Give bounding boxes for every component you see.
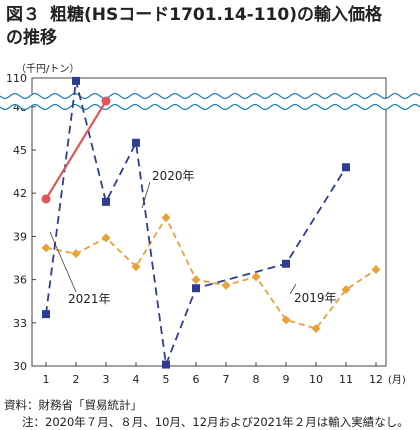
- series-2019-point: [311, 324, 321, 334]
- series-2021-label: 2021年: [68, 292, 111, 306]
- series-2019-line: [45, 215, 377, 330]
- y-tick-label: 33: [13, 317, 27, 330]
- x-tick-label: 6: [193, 373, 200, 386]
- series-2019-point: [161, 213, 171, 223]
- x-tick-label: 8: [253, 373, 260, 386]
- y-tick-label: 42: [13, 187, 27, 200]
- series-2019-point: [41, 243, 51, 253]
- series-2019-point: [281, 315, 291, 325]
- x-tick-label: 11: [339, 373, 353, 386]
- series-2019-point: [131, 262, 141, 272]
- x-tick-label: 5: [163, 373, 170, 386]
- series-2019-point: [251, 272, 261, 282]
- series-2019-point: [221, 280, 231, 290]
- series-2020-point: [132, 138, 140, 147]
- x-tick-label: 7: [223, 373, 230, 386]
- series-2019-point: [71, 249, 81, 259]
- y-tick-label: 36: [13, 274, 27, 287]
- x-tick-label: 2: [73, 373, 80, 386]
- chart-title: 図３ 粗糖(HSコード1701.14-110)の輸入価格 の推移: [6, 4, 414, 50]
- label-2020-leader: [141, 181, 151, 209]
- series-2019-label: 2019年: [294, 291, 337, 305]
- label-2021-leader: [49, 231, 77, 293]
- y-tick-label: 30: [13, 360, 27, 373]
- title-line1: 粗糖(HSコード1701.14-110)の輸入価格: [50, 5, 382, 25]
- x-tick-label: 12: [369, 373, 383, 386]
- axis-break-band: [0, 93, 420, 110]
- series-2021-line: [45, 100, 107, 200]
- series-2020-point: [72, 76, 80, 85]
- axis-break-line-top: [0, 93, 420, 99]
- series-2019-point: [191, 275, 201, 285]
- x-axis-unit: (月): [388, 374, 406, 386]
- series-2020-point: [192, 284, 200, 293]
- series-2020-point: [282, 259, 290, 268]
- source-note: 資料：財務省「貿易統計」: [4, 398, 142, 412]
- series-2020-point: [42, 310, 50, 319]
- x-tick-label: 9: [283, 373, 290, 386]
- series-2020-point: [162, 360, 170, 369]
- x-tick-label: 4: [133, 373, 140, 386]
- footnote: 注：2020年７月、８月、10月、12月および2021年２月は輸入実績なし。: [22, 415, 409, 429]
- series-2021-point: [101, 96, 111, 106]
- y-tick-label: 39: [13, 230, 27, 243]
- series-2021-point: [41, 194, 51, 204]
- series-2019-point: [101, 233, 111, 243]
- series-2020-point: [102, 197, 110, 206]
- y-axis-unit: （千円/トン）: [16, 64, 80, 75]
- x-tick-label: 3: [103, 373, 110, 386]
- y-tick-label: 110: [6, 72, 27, 85]
- x-tick-label: 1: [43, 373, 50, 386]
- series-2020-point: [342, 163, 350, 172]
- series-2019-point: [371, 265, 381, 275]
- series-2020-label: 2020年: [152, 169, 195, 183]
- y-tick-label: 45: [13, 144, 27, 157]
- plot-frame: [31, 77, 387, 367]
- figure-number: 図３: [6, 5, 40, 25]
- series-2019-point: [341, 285, 351, 295]
- x-tick-label: 10: [309, 373, 323, 386]
- title-line2: の推移: [6, 28, 57, 48]
- label-2019-leader: [289, 283, 297, 295]
- axis-break-line-bottom: [0, 104, 420, 110]
- series-2020-line: [45, 80, 347, 369]
